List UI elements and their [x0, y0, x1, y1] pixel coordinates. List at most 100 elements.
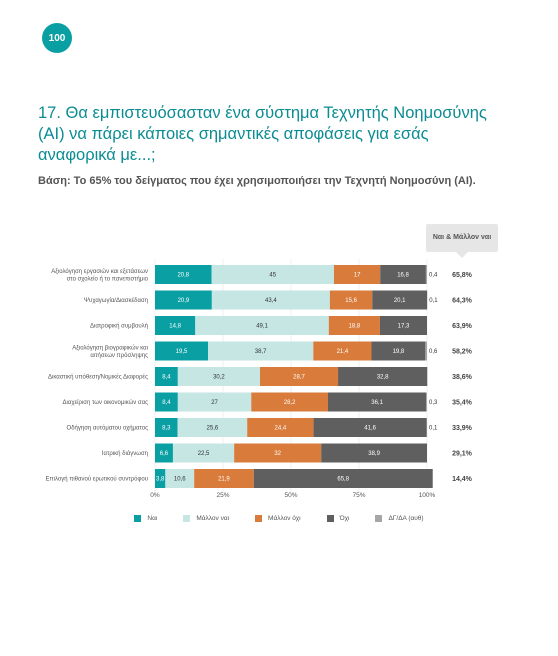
total-yes-label: 14,4% — [452, 476, 473, 483]
category-label: Αξιολόγηση εργασιών και εξετάσεων στο σχο… — [51, 268, 148, 283]
legend-label: ΔΓ/ΔΑ (αυθ) — [388, 515, 424, 522]
data-label: 6,6 — [160, 451, 169, 457]
bar-segment — [155, 265, 212, 284]
bar-segment — [372, 290, 427, 310]
legend-label: Μάλλον όχι — [268, 515, 301, 522]
total-yes-label: 33,9% — [452, 425, 473, 432]
data-label: 19,5 — [176, 349, 188, 355]
legend-swatch — [375, 515, 383, 522]
x-tick-label: 100% — [419, 492, 436, 499]
data-label: 0,4 — [429, 273, 438, 279]
x-tick-label: 0% — [150, 492, 160, 499]
legend-item: Μάλλον ναι — [183, 515, 229, 522]
bar-segment — [327, 392, 427, 412]
total-yes-label: 29,1% — [452, 451, 473, 458]
bar-segment — [177, 367, 260, 386]
bar-segment — [321, 443, 427, 463]
data-label: 30,2 — [213, 375, 225, 381]
data-label: 65,8 — [337, 477, 349, 483]
legend-item: ΔΓ/ΔΑ (αυθ) — [375, 515, 424, 522]
legend-item: Όχι — [326, 515, 350, 522]
bar-segment — [177, 418, 248, 437]
legend-swatch — [255, 515, 263, 522]
data-label: 15,6 — [345, 298, 357, 304]
data-label: 3,8 — [156, 477, 165, 483]
page-number-badge: 100 — [42, 23, 72, 53]
total-callout-label: Ναι & Μάλλον ναι — [426, 224, 498, 252]
data-label: 49,1 — [256, 324, 268, 330]
bar-segment — [313, 418, 427, 437]
bar-segment — [155, 443, 173, 463]
legend-item: Μάλλον όχι — [255, 515, 301, 522]
x-tick-label: 75% — [352, 492, 365, 499]
bar-segment — [338, 367, 428, 386]
bar-segment — [247, 418, 314, 437]
data-label: 17 — [354, 273, 361, 279]
legend-label: Όχι — [339, 515, 350, 522]
data-label: 0,1 — [429, 298, 438, 304]
legend-item: Ναι — [134, 515, 157, 522]
bar-segment — [259, 367, 339, 386]
category-label: Ψυχαγωγία/Διασκέδαση — [84, 297, 148, 304]
data-label: 20,8 — [177, 273, 189, 279]
data-label: 27 — [211, 400, 218, 406]
data-label: 19,8 — [393, 349, 405, 355]
data-label: 21,9 — [218, 477, 230, 483]
bar-segment — [208, 341, 314, 361]
bar-segment — [251, 392, 328, 412]
bar-segment — [155, 469, 166, 488]
data-label: 16,8 — [397, 273, 409, 279]
data-label: 28,2 — [284, 400, 296, 406]
bar-segment — [329, 290, 373, 310]
data-label: 38,9 — [368, 451, 380, 457]
bar-segment — [165, 469, 195, 488]
legend-label: Μάλλον ναι — [196, 515, 230, 522]
chart-legend: Ναι Μάλλον ναι Μάλλον όχι Όχι ΔΓ/ΔΑ (αυθ) — [0, 515, 558, 522]
bar-segment — [155, 392, 178, 412]
bar-segment — [211, 265, 334, 284]
data-label: 0,1 — [429, 426, 438, 432]
bar-segment — [425, 265, 427, 284]
bar-segment — [155, 367, 178, 386]
data-label: 38,7 — [255, 349, 267, 355]
total-yes-label: 65,8% — [452, 272, 473, 279]
category-label: Αξιολόγηση βιογραφικών και αιτήσεων πρόσλ… — [72, 344, 148, 359]
question-title: 17. Θα εμπιστευόσασταν ένα σύστημα Τεχνη… — [38, 104, 487, 164]
bar-segment — [234, 443, 322, 463]
data-label: 32 — [274, 451, 281, 457]
bar-segment — [328, 316, 380, 335]
data-label: 41,6 — [364, 426, 376, 432]
bar-segment — [177, 392, 252, 412]
legend-swatch — [183, 515, 191, 522]
bar-segment — [155, 341, 209, 361]
total-yes-label: 63,9% — [452, 323, 473, 330]
bar-segment — [333, 265, 381, 284]
stacked-bar-chart: 0% 25% 50% 75% 100% Αξιολόγηση εργασιών και ε… — [45, 259, 473, 499]
data-label: 14,8 — [169, 324, 181, 330]
data-label: 43,4 — [265, 298, 277, 304]
category-label: Δικαστική υπόθεση/Νομικές Διαφορές — [48, 374, 148, 381]
data-label: 21,4 — [337, 349, 349, 355]
bar-segment — [195, 316, 329, 335]
data-label: 28,7 — [293, 375, 305, 381]
data-label: 0,3 — [429, 400, 438, 406]
bar-segment — [172, 443, 235, 463]
sample-base-note: Βάση: Το 65% του δείγματος που έχει χρησ… — [38, 175, 476, 187]
data-label: 36,1 — [371, 400, 383, 406]
data-label: 8,4 — [162, 400, 171, 406]
bar-segment — [313, 341, 372, 361]
data-label: 10,6 — [174, 477, 186, 483]
data-label: 17,3 — [398, 324, 410, 330]
data-label: 24,4 — [275, 426, 287, 432]
bar-segment — [253, 469, 433, 488]
data-label: 20,1 — [394, 298, 406, 304]
data-label: 22,5 — [198, 451, 210, 457]
bar-segment — [380, 265, 426, 284]
data-label: 45 — [269, 273, 276, 279]
bar-segment — [211, 290, 330, 310]
data-label: 18,8 — [349, 324, 361, 330]
bar-segment — [371, 341, 426, 361]
x-tick-label: 50% — [284, 492, 297, 499]
bar-segment — [194, 469, 254, 488]
data-label: 8,4 — [162, 375, 171, 381]
